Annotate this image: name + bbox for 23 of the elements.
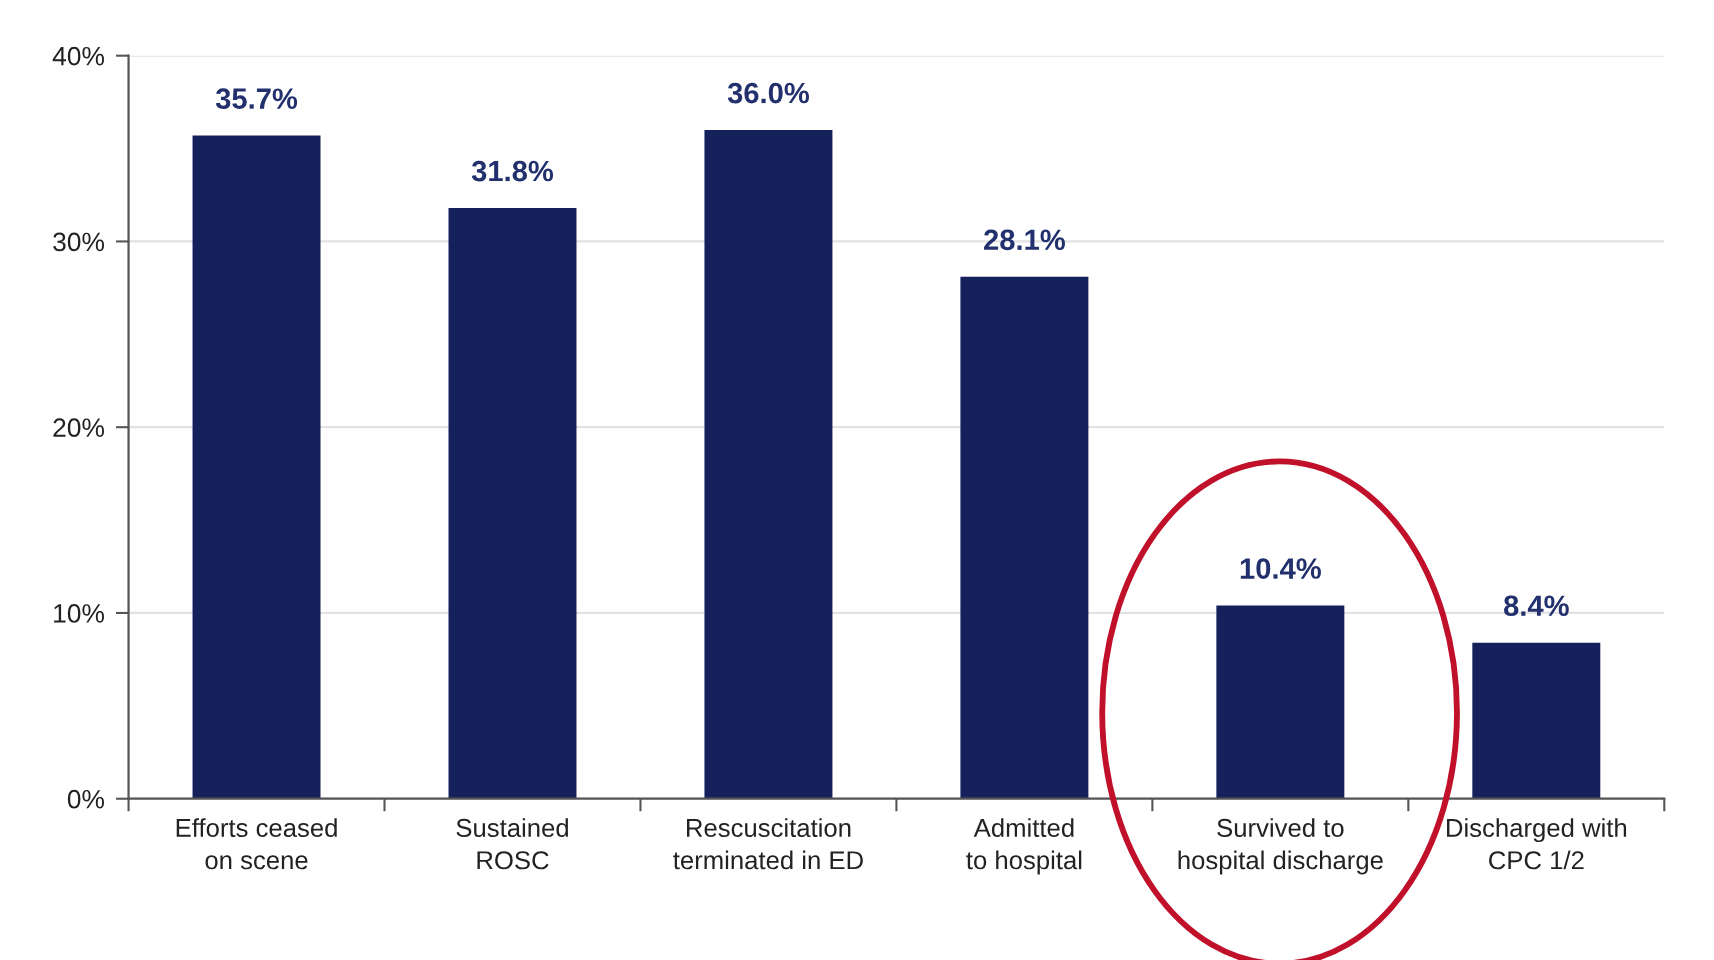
data-label: 31.8%: [471, 160, 554, 182]
data-label: 10.4%: [1240, 558, 1321, 579]
bar: [704, 129, 833, 799]
bar: [192, 135, 321, 799]
x-tick-label: Admitted to hospital: [966, 818, 1082, 875]
x-tick-label: Efforts ceased on scene: [176, 818, 337, 870]
data-label: 8.4%: [1504, 595, 1569, 617]
x-tick-label: Discharged with CPC 1/2: [1447, 818, 1627, 870]
y-tick-label: 0%: [67, 789, 104, 809]
bar: [1216, 605, 1345, 799]
x-tick-label: Rescuscitation terminated in ED: [673, 818, 863, 870]
y-tick-label: 20%: [53, 418, 104, 438]
data-label: 36.0%: [727, 82, 810, 104]
y-tick-label: 10%: [54, 604, 104, 623]
bar: [448, 208, 577, 799]
bar: [1472, 642, 1601, 799]
data-label: 35.7%: [215, 88, 298, 109]
y-tick-label: 30%: [53, 232, 104, 252]
y-tick-label: 40%: [52, 46, 104, 66]
bar: [960, 276, 1089, 799]
data-label: 28.1%: [984, 229, 1065, 251]
x-tick-label: Sustained ROSC: [456, 818, 568, 870]
x-tick-label: Survived to hospital discharge: [1178, 818, 1383, 875]
